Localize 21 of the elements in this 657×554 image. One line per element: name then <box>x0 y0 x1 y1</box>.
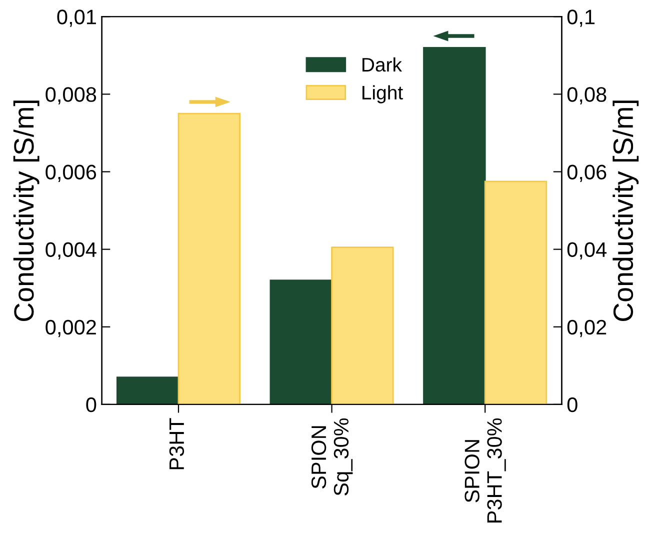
y2-tick-label: 0,1 <box>567 10 595 27</box>
x-tick-label: SPION P3HT_30% <box>464 418 506 522</box>
legend-label: Light <box>362 85 403 104</box>
y2-tick-label: 0,06 <box>567 164 606 182</box>
y2-axis-title: Conductivity [S/m] <box>612 100 639 322</box>
y-tick-label: 0,008 <box>46 87 96 104</box>
y2-tick-label: 0,08 <box>567 87 606 104</box>
bar <box>178 112 240 404</box>
y-tick-label: 0,006 <box>46 164 96 182</box>
y-tick-label: 0 <box>86 397 96 412</box>
y2-tick-label: 0,04 <box>567 242 607 260</box>
bar <box>116 376 180 404</box>
y-tick-label: 0,002 <box>46 320 96 338</box>
legend-label: Dark <box>362 57 402 72</box>
y-axis-title: Conductivity [S/m] <box>13 100 40 322</box>
x-tick-label: SPION Sq_30% <box>311 418 353 496</box>
y-tick-label: 0,01 <box>57 10 96 27</box>
y-tick-label: 0,004 <box>46 242 96 260</box>
x-tick-label: P3HT <box>169 418 184 470</box>
y2-tick-label: 0,02 <box>567 320 606 338</box>
y2-tick-label: 0 <box>567 397 578 412</box>
